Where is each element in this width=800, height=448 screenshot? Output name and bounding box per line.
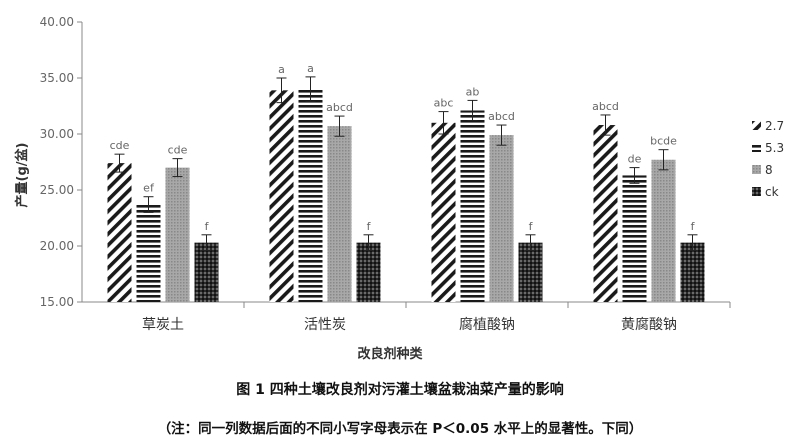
significance-label: ab (466, 85, 480, 98)
legend: 2.7 5.3 8 ck (752, 119, 784, 199)
bar-diagonal (593, 125, 618, 302)
significance-label: abc (434, 97, 454, 110)
x-category-label: 草炭土 (142, 317, 184, 333)
y-tick-label: 40.00 (40, 15, 74, 29)
y-tick-label: 25.00 (40, 183, 74, 197)
legend-swatch-grey (752, 165, 761, 174)
significance-label: f (529, 220, 534, 233)
significance-label: abcd (592, 100, 619, 113)
significance-label: a (307, 62, 314, 75)
bar-grey (327, 126, 352, 302)
legend-swatch-diagonal (752, 121, 761, 130)
significance-label: ef (143, 182, 155, 195)
legend-swatch-horizontal (752, 143, 761, 152)
bar-horizontal (460, 110, 485, 302)
chart: 15.00 20.00 25.00 30.00 35.00 40.00 草炭土 活性炭 腐植酸… (14, 15, 784, 362)
significance-label: abcd (326, 101, 353, 114)
significance-label: cde (110, 139, 130, 152)
figure-caption: 图 1 四种土壤改良剂对污灌土壤盆栽油菜产量的影响 (236, 382, 564, 398)
y-axis-label: 产量(g/盆) (14, 143, 30, 208)
bar-dots (518, 242, 543, 302)
bar-grey (651, 159, 676, 302)
x-category-label: 腐植酸钠 (459, 316, 515, 333)
significance-label: f (367, 220, 372, 233)
significance-label: cde (168, 144, 188, 157)
y-axis: 15.00 20.00 25.00 30.00 35.00 40.00 (40, 15, 83, 309)
figure-note: （注：同一列数据后面的不同小写字母表示在 P＜0.05 水平上的显著性。下同） (157, 421, 643, 437)
significance-label: abcd (488, 110, 515, 123)
significance-label: bcde (650, 135, 677, 148)
x-category-label: 活性炭 (304, 317, 346, 333)
legend-label: ck (765, 185, 779, 199)
bar-horizontal (298, 89, 323, 302)
y-tick-label: 15.00 (40, 295, 74, 309)
legend-label: 8 (765, 163, 773, 177)
y-tick-label: 30.00 (40, 127, 74, 141)
x-axis-label: 改良剂种类 (357, 346, 423, 362)
x-axis: 草炭土 活性炭 腐植酸钠 黄腐酸钠 (82, 301, 731, 333)
legend-label: 2.7 (765, 119, 784, 133)
significance-label: f (691, 220, 696, 233)
y-tick-label: 20.00 (40, 239, 74, 253)
x-category-label: 黄腐酸钠 (621, 316, 677, 333)
legend-swatch-dots (752, 187, 761, 196)
bar-diagonal (269, 90, 294, 302)
bar-diagonal (107, 163, 132, 302)
bar-horizontal (622, 175, 647, 302)
legend-label: 5.3 (765, 141, 784, 155)
significance-label: f (205, 220, 210, 233)
bar-diagonal (431, 122, 456, 302)
bar-grey (165, 167, 190, 302)
bar-dots (680, 242, 705, 302)
bar-grey (489, 135, 514, 302)
bar-dots (356, 242, 381, 302)
bar-dots (194, 242, 219, 302)
significance-label: a (278, 63, 285, 76)
significance-label: de (628, 153, 642, 166)
y-tick-label: 35.00 (40, 71, 74, 85)
bar-horizontal (136, 204, 161, 302)
